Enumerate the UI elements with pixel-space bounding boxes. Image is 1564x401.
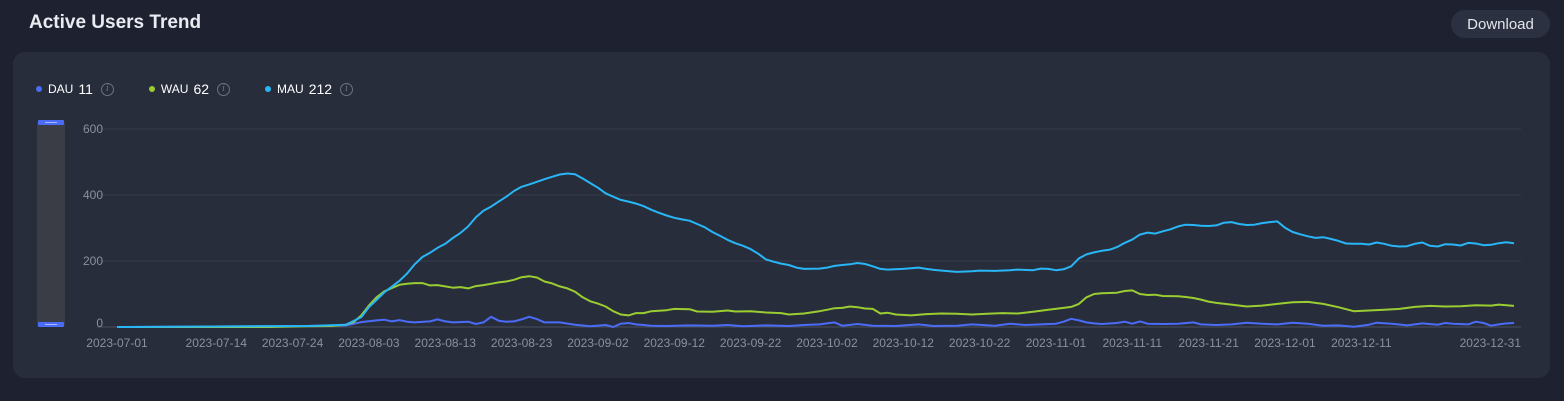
legend-dot-mau [265, 86, 272, 92]
x-tick-label: 2023-07-14 [186, 336, 248, 350]
legend-dot-dau [36, 86, 42, 92]
x-tick-label: 2023-08-23 [491, 336, 553, 350]
x-tick-label: 2023-09-22 [720, 336, 782, 350]
legend-value-mau: 212 [308, 81, 333, 97]
series-line-mau[interactable] [116, 172, 1515, 328]
y-tick-label: 200 [83, 254, 103, 268]
x-tick-label: 2023-12-31 [1460, 336, 1522, 350]
x-tick-label: 2023-08-13 [415, 336, 477, 350]
x-tick-label: 2023-08-03 [338, 336, 400, 350]
series-line-wau[interactable] [117, 275, 1515, 328]
legend-dot-wau [148, 86, 155, 92]
legend-value-wau: 62 [193, 81, 210, 97]
x-tick-label: 2023-07-01 [86, 336, 148, 350]
x-tick-label: 2023-10-12 [873, 336, 935, 350]
y-tick-label: 0 [96, 316, 103, 330]
y-tick-label: 600 [83, 122, 103, 136]
x-tick-label: 2023-09-02 [567, 336, 629, 350]
legend-name-dau: DAU [48, 82, 74, 96]
zoom-slider-track[interactable] [37, 122, 65, 326]
page-title: Active Users Trend [29, 12, 202, 33]
series-line-dau[interactable] [116, 315, 1515, 328]
legend-name-mau: MAU [277, 82, 304, 96]
x-tick-label: 2023-11-21 [1178, 336, 1239, 350]
x-tick-label: 2023-10-22 [949, 336, 1011, 350]
info-icon[interactable]: i [340, 82, 354, 96]
x-tick-label: 2023-11-11 [1103, 336, 1163, 350]
x-tick-label: 2023-07-24 [262, 336, 324, 350]
legend-value-dau: 11 [78, 81, 93, 97]
download-button[interactable]: Download [1451, 10, 1550, 38]
chart-legend: DAU 11 i WAU 62 i MAU 212 i [36, 80, 388, 98]
legend-item-mau[interactable]: MAU 212 i [265, 81, 354, 97]
x-tick-label: 2023-10-02 [796, 336, 858, 350]
x-tick-label: 2023-12-01 [1254, 336, 1316, 350]
y-tick-label: 400 [83, 188, 103, 202]
legend-item-wau[interactable]: WAU 62 i [148, 81, 231, 97]
legend-item-dau[interactable]: DAU 11 i [36, 81, 114, 97]
x-tick-label: 2023-11-01 [1026, 336, 1087, 350]
x-tick-label: 2023-12-11 [1331, 336, 1392, 350]
info-icon[interactable]: i [217, 82, 231, 96]
info-icon[interactable]: i [100, 82, 114, 96]
legend-name-wau: WAU [160, 82, 189, 96]
x-tick-label: 2023-09-12 [644, 336, 706, 350]
